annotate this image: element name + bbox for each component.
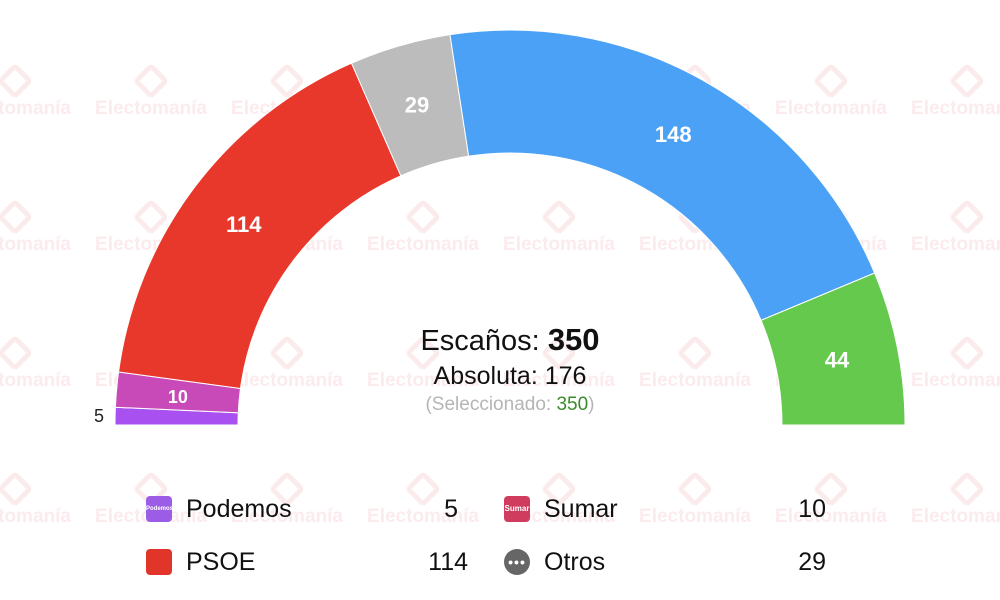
- segment-label-psoe-2: 114: [226, 212, 262, 237]
- selected-row: (Seleccionado: 350): [300, 391, 720, 419]
- segment-label-bloc-5: 44: [825, 348, 850, 373]
- segment-label-podemos-0: 5: [94, 406, 104, 426]
- segment-bloc-5[interactable]: [760, 272, 906, 426]
- seleccionado-value: 350: [556, 394, 589, 415]
- segment-bloc-4[interactable]: [449, 29, 876, 321]
- segment-label-bloc-4: 148: [655, 122, 692, 147]
- segment-label-sumar-1: 10: [168, 387, 188, 407]
- escanos-value: 350: [547, 322, 600, 357]
- majority-row: Absoluta: 176: [300, 361, 720, 391]
- absoluta-label: Absoluta:: [433, 362, 538, 390]
- seleccionado-close: ): [588, 394, 595, 415]
- seats-summary: Escaños: 350 Absoluta: 176 (Seleccionado…: [300, 320, 720, 419]
- absoluta-value: 176: [544, 362, 587, 390]
- segment-label-otros-3: 29: [405, 93, 429, 118]
- seat-segments: [114, 29, 906, 426]
- seleccionado-label: (Seleccionado:: [425, 394, 552, 415]
- seat-labels: 5 10 114 29 148 44: [94, 93, 850, 426]
- escanos-label: Escaños:: [420, 325, 540, 357]
- total-seats-row: Escaños: 350: [300, 320, 720, 361]
